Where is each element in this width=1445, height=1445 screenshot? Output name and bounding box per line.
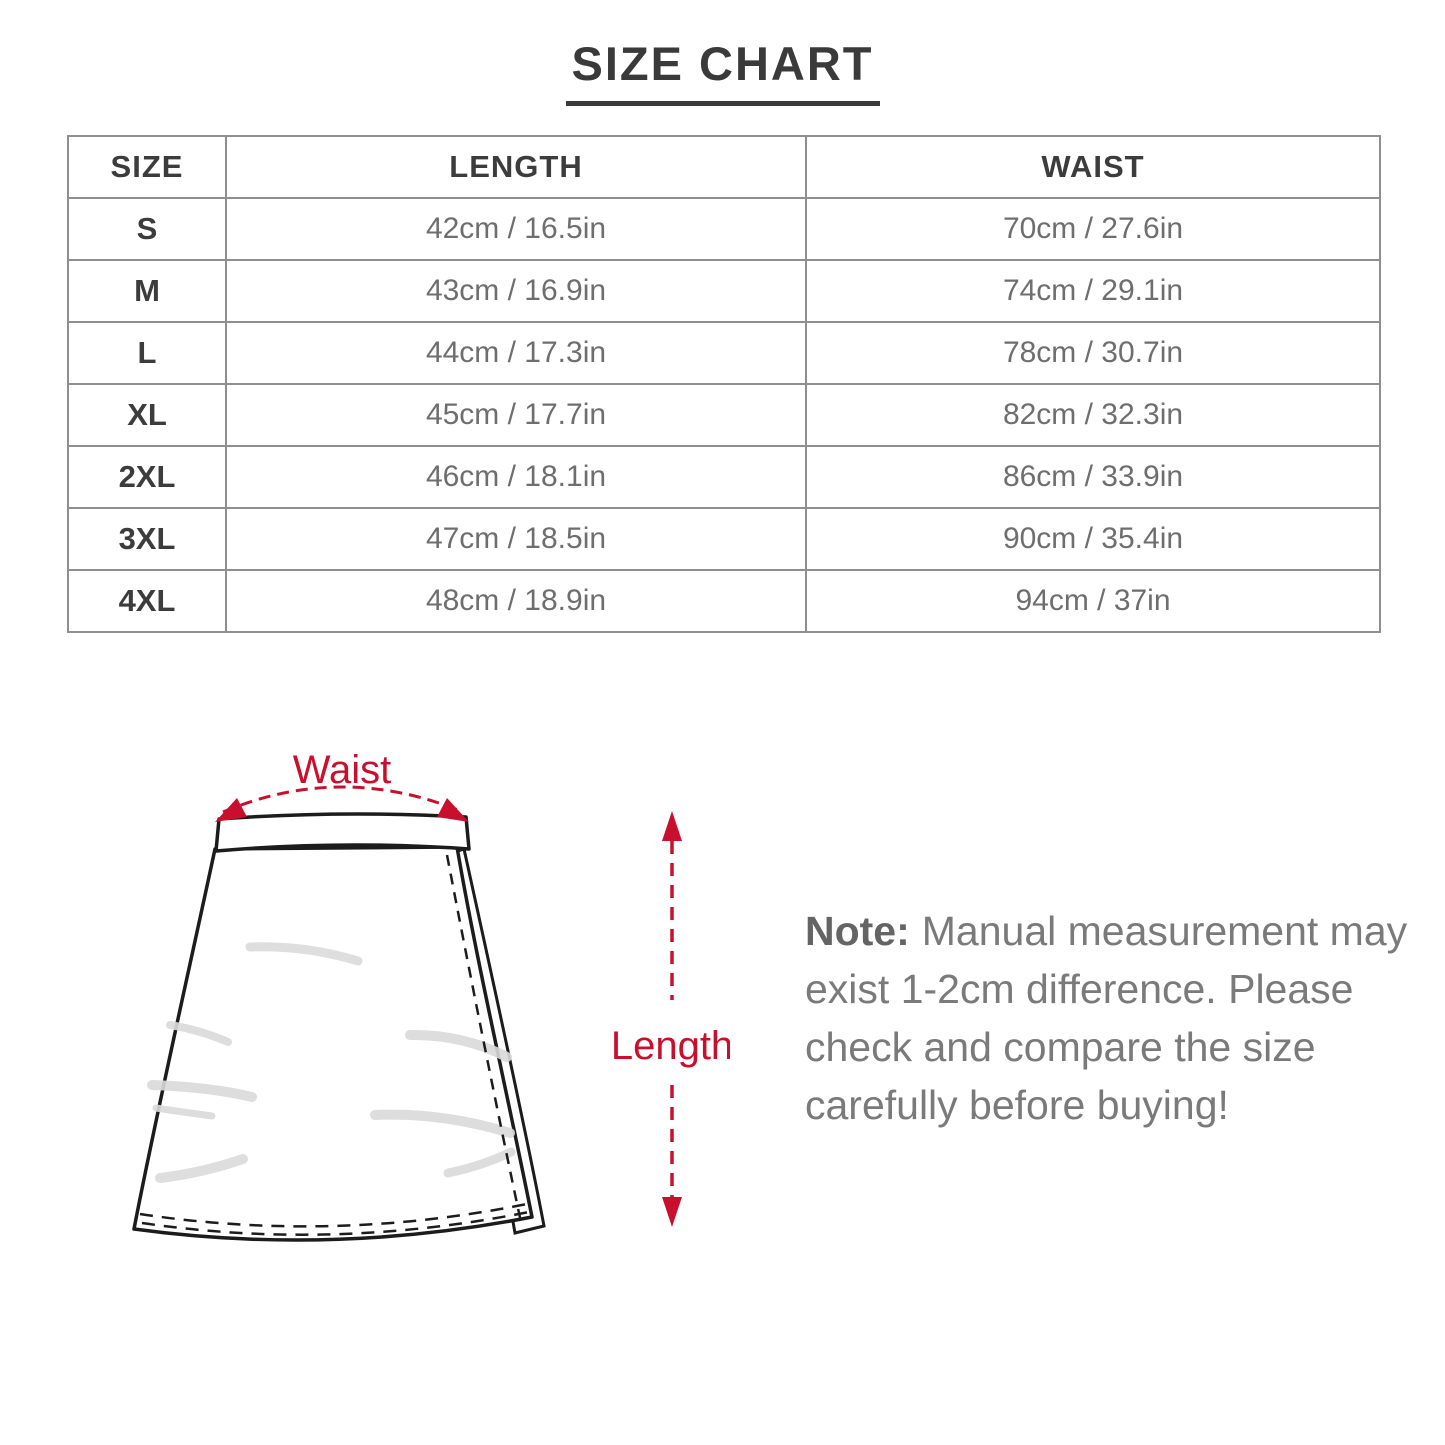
waist-value: 74cm / 29.1in — [805, 259, 1381, 323]
length-value: 45cm / 17.7in — [225, 383, 807, 447]
length-value: 43cm / 16.9in — [225, 259, 807, 323]
size-label: L — [67, 321, 227, 385]
table-row: S 42cm / 16.5in 70cm / 27.6in — [67, 197, 1381, 261]
note-line: Note: Manual measurement may — [805, 902, 1425, 960]
length-value: 42cm / 16.5in — [225, 197, 807, 261]
size-label: 4XL — [67, 569, 227, 633]
wrap-stitch-line — [445, 854, 524, 1228]
note-paragraph: Note: Manual measurement may exist 1-2cm … — [805, 902, 1425, 1134]
note-line: exist 1-2cm difference. Please — [805, 966, 1354, 1012]
column-header-waist: WAIST — [805, 135, 1381, 199]
waist-value: 82cm / 32.3in — [805, 383, 1381, 447]
size-label: 3XL — [67, 507, 227, 571]
skirt-diagram: Waist Length — [132, 748, 730, 1242]
size-label: XL — [67, 383, 227, 447]
size-label: M — [67, 259, 227, 323]
length-arrowhead-bottom — [662, 1197, 682, 1227]
size-label: S — [67, 197, 227, 261]
waist-arrowhead-left — [215, 798, 247, 822]
waist-value: 70cm / 27.6in — [805, 197, 1381, 261]
page-title: SIZE CHART — [565, 36, 880, 106]
note-text: Manual measurement may — [921, 908, 1408, 954]
table-row: XL 45cm / 17.7in 82cm / 32.3in — [67, 383, 1381, 447]
waist-value: 94cm / 37in — [805, 569, 1381, 633]
size-label: 2XL — [67, 445, 227, 509]
length-value: 46cm / 18.1in — [225, 445, 807, 509]
length-value: 47cm / 18.5in — [225, 507, 807, 571]
length-arrowhead-top — [662, 811, 682, 841]
table-header-row: SIZE LENGTH WAIST — [67, 135, 1381, 199]
waist-label: Waist — [293, 748, 392, 792]
column-header-size: SIZE — [67, 135, 227, 199]
waist-value: 90cm / 35.4in — [805, 507, 1381, 571]
skirt-body — [132, 845, 534, 1242]
waist-value: 86cm / 33.9in — [805, 445, 1381, 509]
table-row: M 43cm / 16.9in 74cm / 29.1in — [67, 259, 1381, 323]
waist-value: 78cm / 30.7in — [805, 321, 1381, 385]
length-value: 44cm / 17.3in — [225, 321, 807, 385]
waist-measure-arc — [222, 785, 464, 814]
size-table: SIZE LENGTH WAIST S 42cm / 16.5in 70cm /… — [67, 135, 1381, 633]
waist-arrowhead-right — [437, 798, 469, 822]
skirt-waistband — [214, 812, 471, 853]
note-line: check and compare the size — [805, 1024, 1316, 1070]
table-row: 4XL 48cm / 18.9in 94cm / 37in — [67, 569, 1381, 633]
column-header-length: LENGTH — [225, 135, 807, 199]
note-label: Note: — [805, 908, 910, 954]
length-label: Length — [611, 1024, 730, 1068]
length-value: 48cm / 18.9in — [225, 569, 807, 633]
title-wrap: SIZE CHART — [0, 36, 1445, 106]
table-row: 3XL 47cm / 18.5in 90cm / 35.4in — [67, 507, 1381, 571]
table-row: 2XL 46cm / 18.1in 86cm / 33.9in — [67, 445, 1381, 509]
note-line: carefully before buying! — [805, 1082, 1229, 1128]
hem-stitch-top — [139, 1202, 528, 1228]
table-row: L 44cm / 17.3in 78cm / 30.7in — [67, 321, 1381, 385]
hem-stitch-bottom — [141, 1210, 530, 1236]
